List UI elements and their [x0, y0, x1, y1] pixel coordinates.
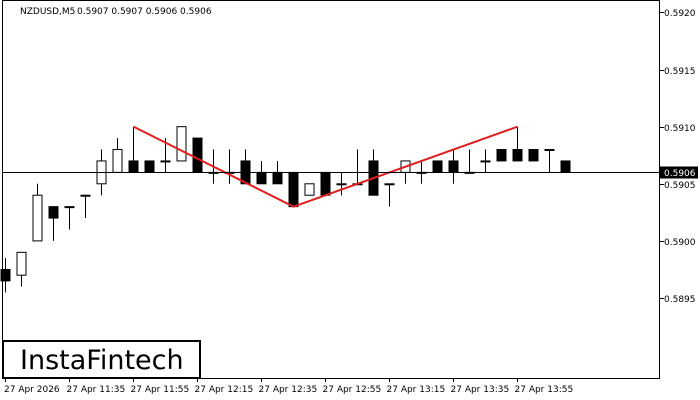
price-tick-label: 0.5900: [664, 238, 696, 248]
candle: [0, 258, 11, 293]
time-tick-label: 27 Apr 11:35: [67, 385, 126, 395]
candle-body-bear: [320, 171, 331, 196]
price-tick-label: 0.5895: [664, 295, 696, 305]
candle-body-bull: [32, 194, 43, 242]
price-badge-box: [660, 166, 698, 179]
candle-body-bear: [560, 160, 571, 173]
candle-body-bull: [16, 251, 27, 276]
candle-body-bull: [304, 183, 315, 196]
candle: [80, 194, 91, 219]
price-tick-label: 0.5905: [664, 181, 696, 191]
price-tick-label: 0.5915: [664, 67, 696, 77]
candle-body-bear: [192, 137, 203, 173]
double-top-line: [133, 125, 518, 208]
symbol-header: NZDUSD,M5: [20, 7, 75, 17]
candle: [432, 160, 443, 173]
candle: [544, 149, 555, 173]
pattern-layer: [133, 125, 518, 208]
candle: [528, 149, 539, 162]
candle-body-bear: [128, 160, 139, 173]
time-tick-label: 27 Apr 13:35: [451, 385, 510, 395]
time-tick-label: 27 Apr 12:35: [259, 385, 318, 395]
candle: [176, 126, 187, 162]
candle: [288, 171, 299, 208]
candle-body-bear: [496, 149, 507, 162]
candle: [336, 172, 347, 196]
candle-body-bear: [512, 149, 523, 162]
candle: [320, 171, 331, 196]
candle: [48, 206, 59, 241]
candle: [496, 149, 507, 162]
candle-body-bear: [144, 160, 155, 173]
candle-body-bear: [160, 160, 171, 163]
candle-body-bull: [176, 126, 187, 162]
time-tick-label: 27 Apr 12:55: [323, 385, 382, 395]
price-axis: 0.5920 0.5915 0.5910 0.5905 0.5900 0.5895: [660, 9, 696, 305]
current-price-badge: 0.5906: [660, 166, 698, 179]
candle: [32, 183, 43, 242]
candle-body-bear: [528, 149, 539, 162]
ohlc-values: 0.5907 0.5907 0.5906 0.5906: [77, 7, 212, 17]
candle-body-bear: [432, 160, 443, 173]
candle: [192, 137, 203, 173]
candle: [16, 251, 27, 287]
time-tick-label: 27 Apr 13:55: [515, 385, 574, 395]
time-axis: 27 Apr 2026 27 Apr 11:35 27 Apr 11:55 27 Ap…: [4, 378, 573, 395]
candle-body-bear: [336, 183, 347, 186]
candle-body-bear: [480, 160, 491, 163]
candle-body-bear: [48, 206, 59, 219]
logo-text: InstaFintech: [20, 345, 184, 376]
candle-body-bull: [112, 149, 123, 173]
candle: [560, 160, 571, 173]
candle: [144, 160, 155, 173]
candle-body-bear: [384, 183, 395, 186]
price-tick-label: 0.5920: [664, 9, 696, 19]
candle-body-bear: [544, 149, 555, 152]
time-tick-label: 27 Apr 2026: [4, 385, 60, 395]
chart-frame: [2, 0, 660, 379]
candle-body-bear: [448, 160, 459, 173]
candle: [64, 206, 75, 230]
candle-body-bear: [0, 268, 11, 282]
candle-body-bear: [288, 171, 299, 208]
candle-body-bear: [80, 194, 91, 197]
candle: [512, 126, 523, 162]
candle-body-bear: [256, 171, 267, 185]
logo-box: [2, 340, 201, 379]
time-tick-label: 27 Apr 12:15: [195, 385, 254, 395]
candle: [384, 183, 395, 207]
candle-body-bear: [272, 171, 283, 185]
instafintech-logo: InstaFintech: [2, 340, 201, 379]
time-tick-label: 27 Apr 11:55: [131, 385, 190, 395]
candle-body-bear: [64, 206, 75, 209]
price-tick-label: 0.5910: [664, 124, 696, 134]
price-badge-label: 0.5906: [664, 169, 696, 179]
candle: [480, 149, 491, 173]
time-tick-label: 27 Apr 13:15: [387, 385, 446, 395]
candle: [304, 183, 315, 196]
candle: [160, 138, 171, 173]
